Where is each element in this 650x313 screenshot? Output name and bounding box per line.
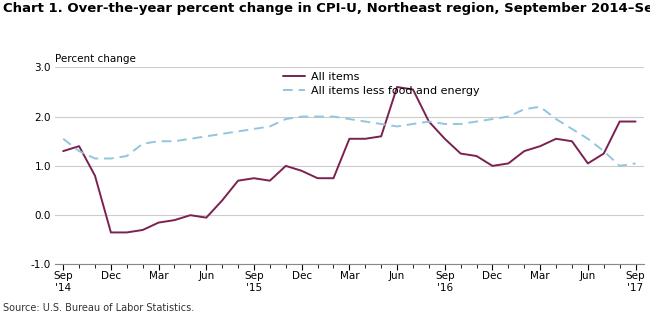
All items less food and energy — [473, 120, 480, 123]
All items less food and energy — [202, 135, 210, 138]
All items less food and energy — [552, 117, 560, 121]
All items less food and energy — [314, 115, 322, 119]
All items — [91, 174, 99, 178]
All items less food and energy — [377, 122, 385, 126]
All items — [202, 216, 210, 219]
All items less food and energy — [489, 117, 497, 121]
All items — [266, 179, 274, 182]
All items less food and energy — [441, 122, 448, 126]
Line: All items: All items — [63, 87, 636, 233]
All items — [616, 120, 623, 123]
All items — [473, 154, 480, 158]
All items less food and energy — [59, 137, 67, 141]
All items less food and energy — [346, 117, 354, 121]
All items — [504, 162, 512, 165]
All items less food and energy — [107, 156, 115, 160]
All items — [552, 137, 560, 141]
All items — [584, 162, 592, 165]
All items less food and energy — [250, 127, 258, 131]
All items — [330, 176, 337, 180]
All items — [187, 213, 194, 217]
Text: Chart 1. Over-the-year percent change in CPI-U, Northeast region, September 2014: Chart 1. Over-the-year percent change in… — [3, 2, 650, 15]
All items less food and energy — [75, 149, 83, 153]
All items less food and energy — [361, 120, 369, 123]
All items — [170, 218, 178, 222]
All items less food and energy — [218, 132, 226, 136]
All items — [536, 144, 544, 148]
All items — [298, 169, 305, 173]
All items less food and energy — [393, 125, 401, 128]
All items — [59, 149, 67, 153]
All items — [521, 149, 528, 153]
All items less food and energy — [266, 125, 274, 128]
All items — [123, 231, 131, 234]
All items less food and energy — [568, 127, 576, 131]
All items less food and energy — [616, 164, 623, 168]
All items less food and energy — [139, 142, 147, 146]
All items less food and energy — [234, 130, 242, 133]
All items — [139, 228, 147, 232]
Legend: All items, All items less food and energy: All items, All items less food and energ… — [279, 67, 484, 100]
All items — [250, 176, 258, 180]
All items — [346, 137, 354, 141]
All items — [282, 164, 290, 168]
All items — [314, 176, 322, 180]
All items — [361, 137, 369, 141]
All items less food and energy — [457, 122, 465, 126]
All items less food and energy — [282, 117, 290, 121]
All items less food and energy — [155, 139, 162, 143]
Line: All items less food and energy: All items less food and energy — [63, 107, 636, 166]
All items less food and energy — [187, 137, 194, 141]
All items — [218, 198, 226, 202]
All items — [600, 152, 608, 156]
All items — [107, 231, 115, 234]
Text: Source: U.S. Bureau of Labor Statistics.: Source: U.S. Bureau of Labor Statistics. — [3, 303, 194, 313]
All items less food and energy — [504, 115, 512, 119]
All items — [234, 179, 242, 182]
All items less food and energy — [584, 137, 592, 141]
All items — [75, 144, 83, 148]
All items less food and energy — [298, 115, 305, 119]
All items — [425, 120, 433, 123]
All items less food and energy — [409, 122, 417, 126]
All items less food and energy — [521, 107, 528, 111]
All items less food and energy — [632, 162, 640, 165]
All items — [489, 164, 497, 168]
All items less food and energy — [425, 120, 433, 123]
All items — [409, 88, 417, 91]
All items less food and energy — [170, 139, 178, 143]
All items — [155, 221, 162, 224]
All items less food and energy — [91, 156, 99, 160]
All items — [377, 135, 385, 138]
All items less food and energy — [330, 115, 337, 119]
All items less food and energy — [600, 149, 608, 153]
All items — [568, 139, 576, 143]
All items less food and energy — [123, 154, 131, 158]
All items — [632, 120, 640, 123]
Text: Percent change: Percent change — [55, 54, 136, 64]
All items — [457, 152, 465, 156]
All items — [441, 137, 448, 141]
All items — [393, 85, 401, 89]
All items less food and energy — [536, 105, 544, 109]
